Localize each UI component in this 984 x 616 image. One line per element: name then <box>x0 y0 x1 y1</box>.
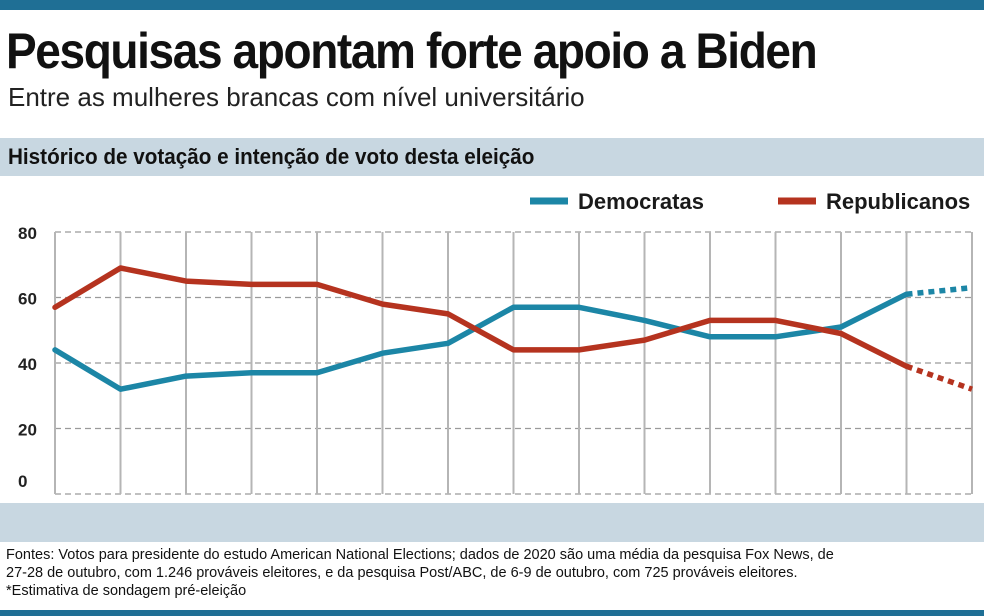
top-accent-bar <box>0 0 984 10</box>
line-chart: 0204060801964687276808488929620000408121… <box>18 189 973 495</box>
section-band <box>0 138 984 176</box>
y-tick-label: 80 <box>18 224 37 243</box>
y-tick-label: 0 <box>18 472 27 491</box>
y-tick-label: 20 <box>18 421 37 440</box>
footnote-line-2: 27-28 de outubro, com 1.246 prováveis el… <box>6 565 798 581</box>
footnote-line-1: Fontes: Votos para presidente do estudo … <box>6 547 834 563</box>
footnote: Fontes: Votos para presidente do estudo … <box>6 546 981 600</box>
legend-label-1: Democratas <box>578 189 704 214</box>
y-tick-label: 40 <box>18 355 37 374</box>
series-line-2 <box>52 265 910 370</box>
x-axis-band <box>0 503 984 542</box>
chart-subtitle: Entre as mulheres brancas com nível univ… <box>8 82 585 112</box>
series-estimate-segment-2 <box>905 363 973 392</box>
footnote-line-3: *Estimativa de sondagem pré-eleição <box>6 583 247 599</box>
series-estimate-segment-1 <box>906 284 973 297</box>
y-tick-label: 60 <box>18 290 37 309</box>
chart-title: Pesquisas apontam forte apoio a Biden <box>6 23 818 79</box>
series-line-1 <box>52 291 910 392</box>
bottom-accent-bar <box>0 610 984 616</box>
section-title: Histórico de votação e intenção de voto … <box>8 144 535 169</box>
legend-label-2: Republicanos <box>826 189 970 214</box>
